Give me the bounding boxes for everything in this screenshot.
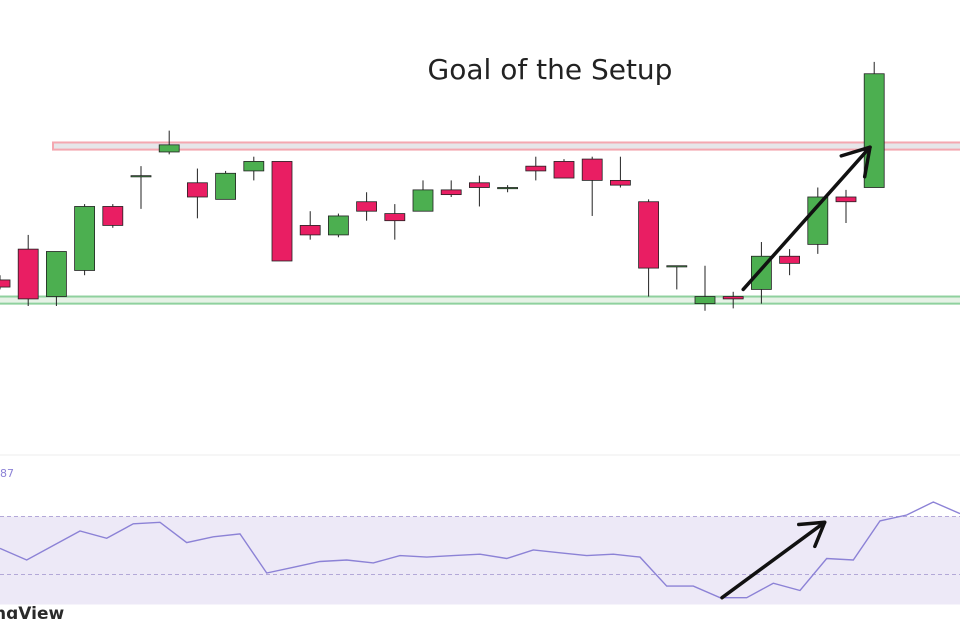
candle-body-down [610,179,631,186]
candle-body-down [779,255,800,264]
candle-body-down [835,196,857,203]
candle [553,159,575,179]
candle [158,130,180,155]
candle [0,275,11,290]
candle [468,175,490,207]
candle-body-down [271,161,293,262]
candle [638,199,659,297]
candle [384,204,406,240]
candle-body-down [525,165,547,172]
watermark-text: ngView [0,604,64,619]
candle [440,180,462,197]
price-pane: Goal of the Setup [0,53,960,311]
chart-title: Goal of the Setup [428,53,673,86]
candle [722,291,744,309]
candle [751,242,772,304]
candle-body-down [553,161,575,179]
candle-body-down [299,225,321,236]
candle-body-down [468,182,490,188]
candle-body-up [243,161,265,172]
candle [102,204,124,228]
candle [215,170,237,200]
oscillator-up-arrow-head [797,520,827,549]
candle [666,265,688,290]
candle-body-down [722,296,744,300]
resistance-zone [52,141,960,151]
candle-body-down [0,279,11,288]
candle [271,161,293,262]
candle [525,156,547,181]
candle-body-down [186,182,208,198]
candle-body-down [638,201,659,269]
candle [186,168,208,219]
candle [130,166,152,209]
candle-body-up [215,172,237,200]
candle [497,185,519,193]
oscillator-line [0,501,960,599]
candle [46,251,67,307]
candle [694,265,716,311]
candle-body-up [666,265,688,268]
price-up-arrow [741,145,872,292]
candle [835,189,857,224]
candle [779,249,800,276]
candle-body-down [356,201,378,212]
candle-body-up [130,175,152,178]
candle-body-down [384,213,406,222]
candle [356,192,378,221]
candle-body-down [17,248,39,300]
candle [17,234,39,307]
support-zone [0,295,960,305]
candle-body-down [440,189,462,196]
candle [610,156,631,188]
candle [581,156,603,216]
candle-body-down [581,158,603,181]
candle-body-up [412,189,434,212]
oscillator-up-arrow [720,520,827,600]
oscillator-pane: 87 [0,467,960,605]
candle-body-up [497,187,519,190]
candle-body-up [158,144,180,153]
candle [412,180,434,212]
candle-body-up [327,215,349,236]
candles [0,61,885,311]
candle-body-down [102,206,124,226]
candle [299,211,321,240]
candle-body-up [46,251,67,297]
candle-body-up [694,296,716,305]
price-up-arrow-head [839,145,872,179]
candle [327,213,349,238]
oscillator-tick-label: 87 [0,467,14,480]
candle [243,156,265,181]
candle-body-up [74,206,95,271]
candle [74,204,95,276]
